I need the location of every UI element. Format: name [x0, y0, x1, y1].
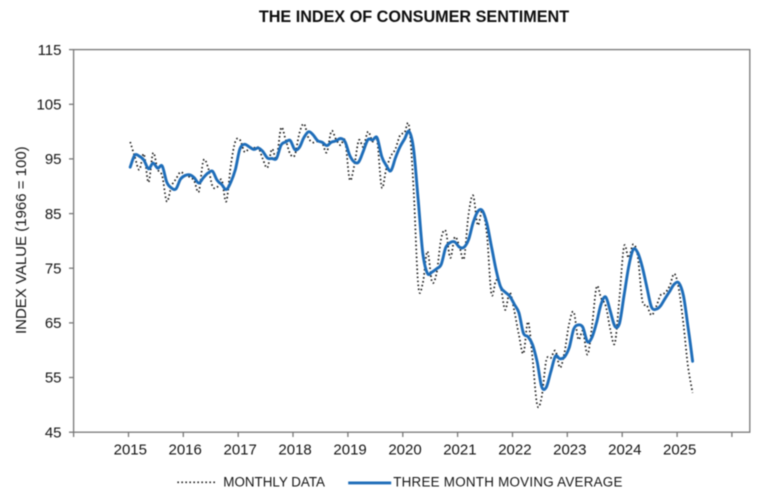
svg-text:2022: 2022 — [498, 442, 531, 459]
svg-text:95: 95 — [45, 151, 62, 168]
svg-text:75: 75 — [45, 260, 62, 277]
svg-text:2016: 2016 — [169, 442, 202, 459]
svg-text:45: 45 — [45, 424, 62, 441]
svg-text:105: 105 — [36, 97, 61, 114]
svg-text:2015: 2015 — [114, 442, 147, 459]
svg-text:2018: 2018 — [278, 442, 311, 459]
svg-text:85: 85 — [45, 206, 62, 223]
svg-text:2021: 2021 — [443, 442, 476, 459]
svg-text:2023: 2023 — [553, 442, 586, 459]
svg-text:INDEX VALUE (1966 = 100): INDEX VALUE (1966 = 100) — [13, 146, 30, 334]
svg-text:THE INDEX OF CONSUMER SENTIMEN: THE INDEX OF CONSUMER SENTIMENT — [259, 8, 569, 26]
svg-text:MONTHLY DATA: MONTHLY DATA — [223, 475, 325, 490]
svg-text:2019: 2019 — [333, 442, 366, 459]
svg-text:65: 65 — [45, 315, 62, 332]
svg-text:115: 115 — [38, 42, 62, 59]
svg-text:THREE MONTH MOVING AVERAGE: THREE MONTH MOVING AVERAGE — [393, 475, 622, 490]
svg-text:2025: 2025 — [663, 442, 696, 459]
svg-text:2024: 2024 — [608, 442, 641, 459]
svg-text:2020: 2020 — [388, 442, 421, 459]
svg-text:55: 55 — [45, 370, 62, 387]
svg-text:2017: 2017 — [224, 442, 257, 459]
